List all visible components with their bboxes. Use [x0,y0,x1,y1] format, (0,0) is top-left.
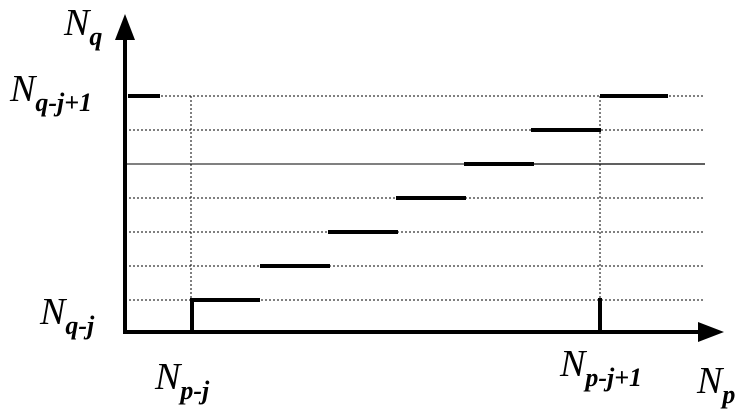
step-segments [128,94,668,334]
y-bottom-label: Nq-j [40,291,95,340]
x-axis-arrowhead [698,322,724,342]
x-right-label: Np-j+1 [560,343,643,392]
y-axis-arrowhead [115,14,135,40]
x-axis-label: Np [697,360,736,409]
axes [115,14,724,342]
y-top-label: Nq-j+1 [10,68,93,117]
y-axis-label: Nq [64,2,103,51]
x-left-label: Np-j [155,356,210,405]
